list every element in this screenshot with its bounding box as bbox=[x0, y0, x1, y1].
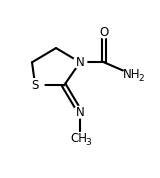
Text: N: N bbox=[76, 56, 84, 69]
Text: S: S bbox=[32, 79, 39, 92]
Text: 3: 3 bbox=[85, 138, 91, 147]
Ellipse shape bbox=[74, 106, 86, 118]
Ellipse shape bbox=[98, 26, 110, 38]
Ellipse shape bbox=[70, 133, 90, 145]
Text: 2: 2 bbox=[138, 74, 144, 83]
Text: N: N bbox=[76, 106, 84, 119]
Ellipse shape bbox=[26, 79, 44, 92]
Text: CH: CH bbox=[70, 132, 87, 145]
Ellipse shape bbox=[73, 56, 87, 69]
Ellipse shape bbox=[122, 69, 143, 81]
Text: O: O bbox=[99, 25, 109, 39]
Text: NH: NH bbox=[123, 68, 141, 81]
